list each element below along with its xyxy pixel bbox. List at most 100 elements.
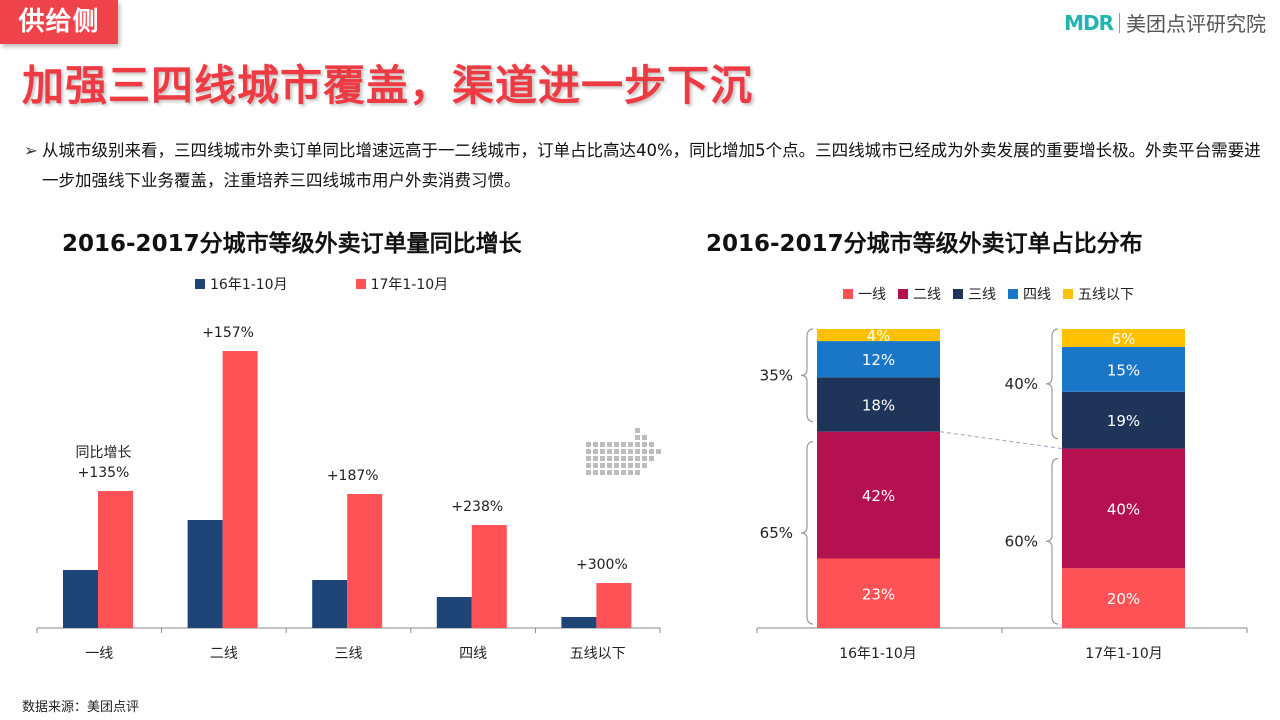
arrow-dot [593, 470, 598, 475]
arrow-dot [621, 470, 626, 475]
stack-seg-1-0 [817, 431, 940, 559]
legend-item-tier2: 二线 [898, 284, 941, 304]
legend-label: 二线 [913, 287, 941, 303]
arrow-dot [642, 456, 647, 461]
growth-label: +238% [451, 499, 503, 515]
legend-swatch [195, 279, 205, 289]
growth-chart-title: 2016-2017分城市等级外卖订单量同比增长 [62, 231, 522, 257]
growth-caption: 同比增长 [76, 445, 132, 461]
arrow-dot [628, 463, 633, 468]
stack-value-label: 12% [862, 351, 895, 369]
arrow-dot [586, 463, 591, 468]
arrow-dot [586, 470, 591, 475]
arrow-dot [586, 449, 591, 454]
arrow-dot [593, 449, 598, 454]
arrow-dot [614, 463, 619, 468]
legend-item-17: 17年1-10月 [355, 274, 448, 294]
legend-swatch [1008, 289, 1018, 299]
stack-value-label: 15% [1107, 361, 1140, 379]
logo-mark: MDR [1064, 10, 1114, 35]
legend-swatch [898, 289, 908, 299]
x-tick-label: 五线以下 [570, 646, 626, 662]
legend-item-tier4: 四线 [1008, 284, 1051, 304]
arrow-dot [600, 456, 605, 461]
bracket-icon [800, 328, 814, 423]
arrow-dot [635, 428, 640, 433]
arrow-dot [635, 442, 640, 447]
bar-16-3 [436, 597, 472, 628]
section-tag: 供给侧 [0, 0, 118, 44]
stack-value-label: 6% [1112, 330, 1136, 348]
bar-16-2 [312, 580, 348, 628]
arrow-dot [649, 456, 654, 461]
arrow-dot [649, 442, 654, 447]
arrow-dot [628, 442, 633, 447]
legend-label: 16年1-10月 [210, 277, 288, 293]
arrow-dot [656, 449, 661, 454]
stack-value-label: 19% [1107, 412, 1140, 430]
arrow-dot [621, 456, 626, 461]
arrow-dot [635, 463, 640, 468]
arrow-dot [635, 435, 640, 440]
logo-divider [1119, 12, 1120, 33]
bar-17-2 [347, 494, 383, 628]
arrow-dot [600, 449, 605, 454]
bar-16-0 [63, 570, 98, 628]
logo: MDR 美团点评研究院 [1064, 8, 1266, 37]
bar-17-1 [222, 351, 258, 628]
stack-value-label: 18% [862, 397, 895, 415]
arrow-dot [635, 456, 640, 461]
stack-value-label: 42% [862, 487, 895, 505]
arrow-dot [607, 442, 612, 447]
arrow-dot [628, 470, 633, 475]
bar-16-1 [187, 520, 223, 628]
legend-swatch [843, 289, 853, 299]
group-label-upper: 40% [1005, 375, 1038, 393]
arrow-dot [621, 449, 626, 454]
bar-17-4 [596, 583, 632, 628]
legend-swatch [953, 289, 963, 299]
bracket-icon [1045, 458, 1059, 625]
legend-item-16: 16年1-10月 [195, 274, 288, 294]
stack-seg-1-1 [1062, 448, 1185, 569]
group-label-lower: 65% [760, 524, 793, 542]
bar-17-3 [471, 525, 507, 628]
share-chart-title: 2016-2017分城市等级外卖订单占比分布 [706, 231, 1143, 257]
arrow-dot [586, 442, 591, 447]
legend-swatch [1063, 289, 1073, 299]
legend-label: 五线以下 [1078, 287, 1134, 303]
stack-seg-0-0 [817, 558, 940, 628]
legend-item-tier3: 三线 [953, 284, 996, 304]
arrow-dot [635, 470, 640, 475]
group-label-upper: 35% [760, 366, 793, 384]
growth-chart-legend: 16年1-10月 17年1-10月 [195, 274, 448, 294]
stack-seg-4-1 [1062, 329, 1185, 347]
group-label-lower: 60% [1005, 532, 1038, 550]
stack-value-label: 4% [867, 327, 891, 345]
page-title: 加强三四线城市覆盖，渠道进一步下沉 [22, 61, 754, 110]
stack-value-label: 20% [1107, 590, 1140, 608]
description: ➢ 从城市级别来看，三四线城市外卖订单同比增速远高于一二线城市，订单占比高达40%… [24, 136, 1272, 196]
arrow-dot [614, 449, 619, 454]
growth-label: +187% [327, 468, 379, 484]
arrow-dot [614, 442, 619, 447]
stack-seg-3-0 [817, 341, 940, 378]
stack-seg-3-1 [1062, 346, 1185, 392]
arrow-dot [600, 442, 605, 447]
legend-label: 一线 [858, 287, 886, 303]
growth-label: +157% [202, 325, 254, 341]
description-text: 从城市级别来看，三四线城市外卖订单同比增速远高于一二线城市，订单占比高达40%，… [42, 141, 1261, 190]
arrow-dot [621, 463, 626, 468]
x-tick-label: 四线 [459, 646, 487, 662]
arrow-dot [607, 456, 612, 461]
logo-text: 美团点评研究院 [1126, 12, 1266, 36]
arrow-dot [642, 463, 647, 468]
legend-label: 四线 [1023, 287, 1051, 303]
arrow-dot [614, 470, 619, 475]
growth-label: +135% [78, 465, 130, 481]
arrow-dot [593, 456, 598, 461]
arrow-dot [628, 456, 633, 461]
stack-value-label: 40% [1107, 500, 1140, 518]
arrow-dot [593, 442, 598, 447]
dotted-arrow-icon [586, 428, 661, 475]
